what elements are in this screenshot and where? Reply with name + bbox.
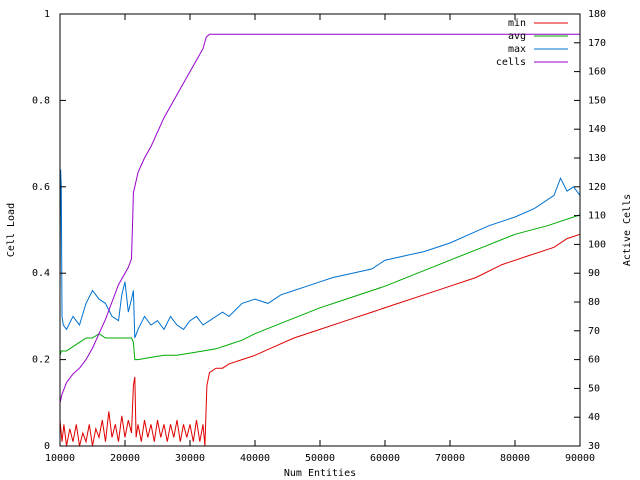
series-cells-line: [59, 33, 580, 403]
legend-label-max: max: [508, 44, 526, 55]
legend-label-avg: avg: [508, 31, 526, 42]
y-axis-title: Cell Load: [6, 203, 17, 257]
y2-tick-label: 170: [588, 38, 606, 49]
series-avg-line: [59, 214, 581, 361]
y2-tick-label: 40: [588, 412, 600, 423]
y2-tick-label: 50: [588, 383, 600, 394]
y2-tick-label: 30: [588, 441, 600, 452]
legend-label-min: min: [508, 18, 526, 29]
y-tick-label: 0.4: [32, 268, 50, 279]
x-tick-label: 50000: [305, 453, 335, 464]
legend-label-cells: cells: [496, 57, 526, 68]
plot-frame: [59, 13, 581, 447]
x-tick-label: 60000: [370, 453, 400, 464]
y-tick-label: 0.2: [32, 355, 50, 366]
y2-tick-label: 70: [588, 326, 600, 337]
x-tick-label: 20000: [110, 453, 140, 464]
series-min-line: [59, 233, 581, 447]
plot-area: [59, 33, 581, 447]
y2-axis-title: Active Cells: [622, 194, 633, 266]
x-axis-title: Num Entities: [284, 468, 356, 479]
y2-tick-label: 130: [588, 153, 606, 164]
y-tick-label: 1: [44, 9, 50, 20]
y2-tick-label: 80: [588, 297, 600, 308]
y2-tick-label: 150: [588, 95, 606, 106]
x-tick-label: 70000: [435, 453, 465, 464]
series-max-line: [59, 169, 581, 339]
y-tick-label: 0: [44, 441, 50, 452]
y2-tick-label: 120: [588, 182, 606, 193]
y2-tick-label: 180: [588, 9, 606, 20]
legend: min avg max cells: [496, 18, 568, 68]
y2-tick-label: 160: [588, 67, 606, 78]
x-tick-label: 40000: [240, 453, 270, 464]
y2-tick-label: 110: [588, 211, 606, 222]
y2-tick-label: 90: [588, 268, 600, 279]
x-tick-label: 30000: [175, 453, 205, 464]
y-tick-label: 0.8: [32, 95, 50, 106]
x-tick-label: 90000: [565, 453, 595, 464]
x-tick-label: 80000: [500, 453, 530, 464]
y-tick-label: 0.6: [32, 182, 50, 193]
axes: 10000 20000 30000 40000 50000 60000 70000 80000…: [6, 9, 633, 479]
x-tick-label: 10000: [45, 453, 75, 464]
y2-tick-label: 140: [588, 124, 606, 135]
y2-tick-label: 100: [588, 239, 606, 250]
y2-tick-label: 60: [588, 355, 600, 366]
